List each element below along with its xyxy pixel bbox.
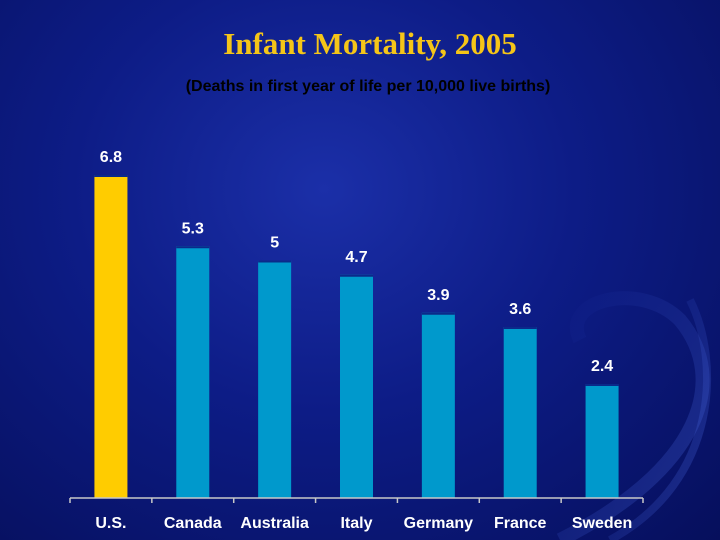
value-label: 3.9 [427, 287, 449, 304]
category-labels-group: U.S. Canada Australia Italy Germany France Swe… [95, 515, 632, 532]
chart-subtitle: (Deaths in first year of life per 10,000… [185, 78, 551, 95]
bar-canada [176, 246, 210, 498]
category-label: U.S. [95, 515, 126, 532]
category-label: Italy [340, 515, 372, 532]
chart-title: Infant Mortality, 2005 [223, 26, 517, 61]
bar-u-s [94, 175, 128, 498]
value-labels-group: 6.8 5.3 5 4.7 3.9 3.6 2.4 [100, 149, 613, 375]
value-label: 2.4 [591, 358, 613, 375]
value-label: 4.7 [345, 249, 367, 266]
bar-france [503, 327, 537, 498]
value-label: 5 [270, 235, 279, 252]
bar-australia [258, 260, 292, 498]
bar-top-edge [503, 327, 537, 329]
bar-top-edge [94, 175, 128, 177]
bars-group [94, 175, 619, 498]
bar-italy [340, 274, 373, 498]
value-label: 6.8 [100, 149, 122, 166]
bar-top-edge [585, 384, 619, 386]
bar-top-edge [421, 312, 455, 315]
bar-top-edge [176, 246, 210, 249]
category-label: Australia [240, 515, 309, 532]
bar-top-edge [340, 274, 373, 277]
x-axis [69, 497, 644, 503]
value-label: 3.6 [509, 301, 531, 318]
bar-sweden [585, 384, 619, 498]
bar-top-edge [258, 260, 292, 263]
value-label: 5.3 [182, 220, 204, 237]
category-label: Canada [164, 515, 222, 532]
category-label: France [494, 515, 547, 532]
category-label: Germany [404, 515, 473, 532]
background-swirl-decoration [556, 291, 712, 540]
bar-germany [421, 312, 455, 498]
category-label: Sweden [572, 515, 632, 532]
